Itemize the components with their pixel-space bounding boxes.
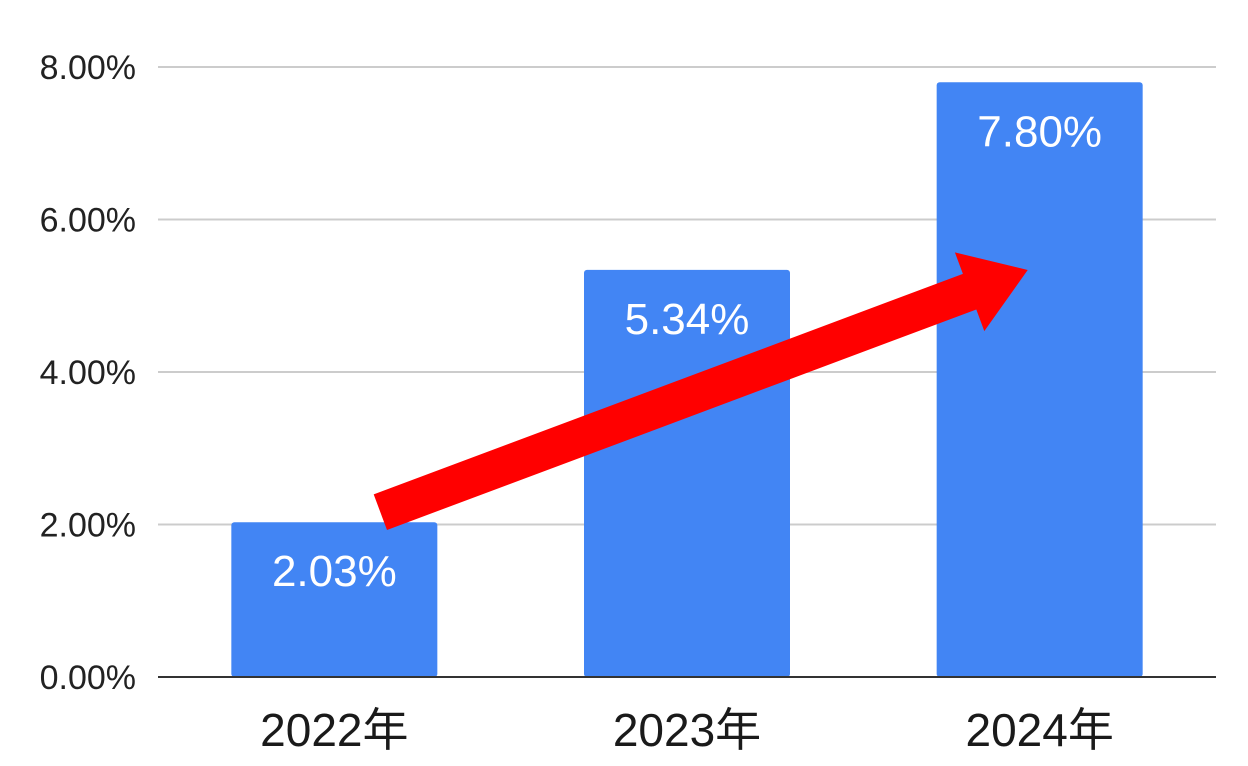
- y-tick-label: 0.00%: [40, 659, 136, 697]
- y-tick-label: 8.00%: [40, 49, 136, 87]
- x-axis-category-labels: 2022年 2023年 2024年: [260, 704, 1114, 756]
- y-tick-label: 6.00%: [40, 202, 136, 240]
- x-category-label: 2023年: [613, 704, 761, 756]
- bar: [936, 82, 1143, 677]
- trend-arrow: [373, 252, 1028, 530]
- x-category-label: 2022年: [260, 704, 408, 756]
- bar-data-label: 2.03%: [272, 547, 397, 596]
- trend-arrow-annotation: [373, 252, 1028, 530]
- y-tick-label: 4.00%: [40, 354, 136, 392]
- bar-data-label: 5.34%: [625, 295, 750, 344]
- bar-data-labels: 2.03% 5.34% 7.80%: [272, 107, 1102, 596]
- y-axis-tick-labels: 0.00% 2.00% 4.00% 6.00% 8.00%: [40, 49, 136, 697]
- y-tick-label: 2.00%: [40, 507, 136, 545]
- x-category-label: 2024年: [965, 704, 1113, 756]
- bar: [231, 522, 438, 677]
- bar-data-label: 7.80%: [977, 107, 1102, 156]
